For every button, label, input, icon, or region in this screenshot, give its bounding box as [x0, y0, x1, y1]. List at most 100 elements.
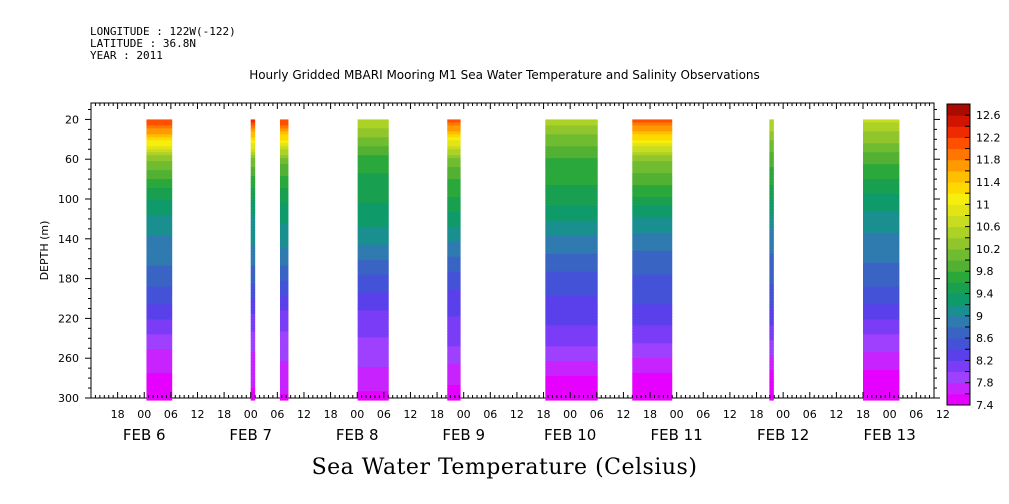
heat-cell — [146, 122, 173, 126]
x-hour-label: 06 — [377, 408, 391, 421]
heat-cell — [146, 304, 173, 309]
heat-cell — [863, 191, 900, 195]
heat-cell — [545, 259, 598, 264]
heat-cell — [863, 346, 900, 350]
heat-cell — [250, 235, 256, 240]
heat-cell — [632, 262, 673, 267]
heat-cell — [280, 394, 289, 398]
colorbar-swatch — [947, 293, 970, 306]
heat-cell — [632, 385, 673, 389]
heat-cell — [250, 217, 256, 222]
heat-cell — [280, 134, 289, 138]
heat-cell — [146, 247, 173, 252]
heat-cell — [545, 301, 598, 306]
heat-cell — [447, 140, 461, 144]
heat-cell — [357, 247, 389, 252]
heat-cell — [146, 214, 173, 219]
heat-cell — [545, 173, 598, 177]
heat-cell — [863, 283, 900, 288]
data-segment — [863, 119, 900, 401]
heat-cell — [146, 313, 173, 318]
heat-cell — [357, 137, 389, 141]
heat-cell — [280, 167, 289, 171]
heat-cell — [146, 361, 173, 365]
heat-cell — [146, 119, 173, 124]
heat-cell — [357, 200, 389, 204]
heat-cell — [632, 388, 673, 392]
heat-cell — [769, 277, 774, 282]
heat-cell — [250, 223, 256, 228]
heat-cell — [357, 361, 389, 365]
heat-cell — [447, 191, 461, 195]
heat-cell — [357, 167, 389, 171]
heat-cell — [632, 188, 673, 192]
heat-cell — [632, 128, 673, 132]
heat-cell — [632, 361, 673, 365]
heat-cell — [146, 295, 173, 300]
heat-cell — [250, 229, 256, 234]
data-segment — [146, 119, 173, 401]
heat-cell — [357, 286, 389, 291]
heat-cell — [280, 346, 289, 350]
heat-cell — [357, 394, 389, 398]
colorbar-swatch — [947, 371, 970, 384]
heat-cell — [146, 385, 173, 389]
heat-cell — [447, 274, 461, 279]
heat-cell — [280, 235, 289, 240]
heat-cell — [632, 304, 673, 309]
heat-cell — [280, 220, 289, 225]
heat-cell — [146, 152, 173, 156]
colorbar-swatch — [947, 248, 970, 261]
heat-cell — [632, 253, 673, 258]
y-tick-label: 60 — [65, 153, 79, 166]
heat-cell — [447, 322, 461, 326]
y-tick-label: 180 — [58, 273, 79, 286]
heat-cell — [250, 358, 256, 362]
heat-cell — [250, 274, 256, 279]
heat-cell — [545, 208, 598, 213]
heat-cell — [447, 149, 461, 153]
heat-cell — [357, 194, 389, 198]
heat-cell — [447, 316, 461, 320]
colorbar-swatch — [947, 271, 970, 283]
heat-cell — [545, 319, 598, 323]
heat-cell — [146, 211, 173, 216]
heat-cell — [769, 322, 774, 326]
heat-cell — [769, 394, 774, 398]
heat-cell — [447, 301, 461, 306]
heat-cell — [250, 298, 256, 303]
heat-cell — [357, 205, 389, 210]
y-axis-label: DEPTH (m) — [38, 221, 51, 281]
heat-cell — [250, 200, 256, 204]
heat-cell — [447, 194, 461, 198]
heat-cell — [863, 250, 900, 255]
colorbar-swatch — [947, 360, 970, 373]
data-segment — [280, 119, 289, 401]
heat-cell — [863, 397, 900, 401]
heat-cell — [250, 370, 256, 374]
heat-cell — [545, 343, 598, 347]
heat-cell — [863, 211, 900, 216]
heat-cell — [863, 334, 900, 338]
heat-cell — [863, 253, 900, 258]
heat-cell — [447, 179, 461, 183]
heat-cell — [250, 134, 256, 138]
heat-cell — [545, 334, 598, 338]
heat-cell — [250, 167, 256, 171]
heat-cell — [357, 164, 389, 168]
heat-cell — [250, 388, 256, 392]
heat-cell — [280, 337, 289, 341]
heat-cell — [146, 370, 173, 374]
heat-cell — [632, 370, 673, 374]
heat-cell — [280, 367, 289, 371]
heat-cell — [280, 155, 289, 159]
heat-cell — [545, 176, 598, 180]
colorbar-label: 12.2 — [976, 131, 1001, 144]
heat-cell — [863, 247, 900, 252]
x-date-label: FEB 7 — [229, 426, 272, 444]
x-hour-label: 06 — [270, 408, 284, 421]
colorbar-frame — [946, 103, 971, 406]
colorbar-swatch — [947, 193, 970, 205]
heat-cell — [357, 298, 389, 303]
heat-cell — [769, 191, 774, 195]
